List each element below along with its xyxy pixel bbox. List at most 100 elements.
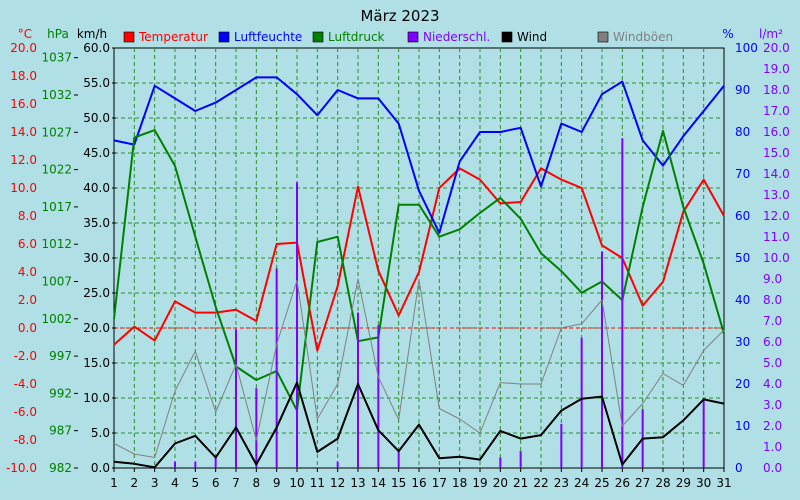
- x-tick-label: 14: [371, 476, 386, 490]
- temperature-unit-label: °C: [18, 27, 32, 41]
- legend-swatch: [123, 31, 135, 43]
- wind-tick-label: 55.0: [83, 76, 110, 90]
- x-tick-label: 31: [716, 476, 731, 490]
- x-tick-label: 29: [676, 476, 691, 490]
- x-tick-label: 3: [151, 476, 159, 490]
- humidity-tick-label: 50: [735, 251, 750, 265]
- humidity-tick-label: 60: [735, 209, 750, 223]
- wind-tick-label: 5.0: [91, 426, 110, 440]
- x-tick-label: 22: [533, 476, 548, 490]
- wind-tick-label: 10.0: [83, 391, 110, 405]
- wind-tick-label: 50.0: [83, 111, 110, 125]
- humidity-tick-label: 90: [735, 83, 750, 97]
- x-tick-label: 23: [554, 476, 569, 490]
- precipitation-tick-label: 18.0: [763, 83, 790, 97]
- x-tick-label: 2: [131, 476, 139, 490]
- x-tick-label: 28: [655, 476, 670, 490]
- x-tick-label: 7: [232, 476, 240, 490]
- x-tick-label: 17: [432, 476, 447, 490]
- precipitation-bar: [235, 329, 237, 468]
- x-tick-label: 18: [452, 476, 467, 490]
- precipitation-bar: [377, 325, 380, 468]
- humidity-tick-label: 100: [735, 41, 758, 55]
- temperature-tick-label: 8.0: [18, 209, 37, 223]
- pressure-tick-label: 1012: [41, 237, 72, 251]
- temperature-tick-label: 16.0: [10, 97, 37, 111]
- precipitation-bar: [519, 451, 522, 468]
- precipitation-tick-label: 10.0: [763, 251, 790, 265]
- series-line-wind: [113, 381, 725, 469]
- temperature-tick-label: 2.0: [18, 293, 37, 307]
- x-tick-label: 12: [330, 476, 345, 490]
- x-tick-label: 1: [110, 476, 118, 490]
- humidity-unit-label: %: [722, 27, 733, 41]
- precipitation-bar: [499, 457, 502, 468]
- precipitation-tick-label: 16.0: [763, 125, 790, 139]
- precipitation-bar: [357, 312, 359, 468]
- x-tick-label: 24: [574, 476, 589, 490]
- x-tick-label: 10: [289, 476, 304, 490]
- temperature-tick-label: 0.0: [18, 321, 37, 335]
- legend-label: Temperatur: [138, 30, 208, 44]
- precipitation-tick-label: 2.0: [763, 419, 782, 433]
- x-tick-label: 5: [192, 476, 200, 490]
- legend-label: Windböen: [613, 30, 673, 44]
- precipitation-bar: [601, 251, 603, 468]
- series-line-humidity: [113, 76, 725, 234]
- x-tick-label: 27: [635, 476, 650, 490]
- legend-label: Wind: [517, 30, 547, 44]
- precipitation-tick-label: 9.0: [763, 272, 782, 286]
- pressure-tick-label: 1017: [41, 200, 72, 214]
- precipitation-tick-label: 20.0: [763, 41, 790, 55]
- legend-label: Luftdruck: [328, 30, 385, 44]
- precipitation-tick-label: 12.0: [763, 209, 790, 223]
- temperature-tick-label: -2.0: [14, 349, 37, 363]
- precipitation-tick-label: 7.0: [763, 314, 782, 328]
- pressure-tick-label: 1007: [41, 274, 72, 288]
- pressure-tick-label: 997: [49, 349, 72, 363]
- x-tick-label: 19: [472, 476, 487, 490]
- precipitation-tick-label: 6.0: [763, 335, 782, 349]
- pressure-tick-label: 1032: [41, 88, 72, 102]
- x-tick-label: 21: [513, 476, 528, 490]
- precipitation-tick-label: 4.0: [763, 377, 782, 391]
- precipitation-bar: [275, 268, 278, 468]
- legend-label: Niederschl.: [423, 30, 490, 44]
- temperature-tick-label: 6.0: [18, 237, 37, 251]
- pressure-unit-label: hPa: [47, 27, 69, 41]
- precipitation-tick-label: 0.0: [763, 461, 782, 475]
- x-tick-label: 6: [212, 476, 220, 490]
- temperature-tick-label: 12.0: [10, 153, 37, 167]
- x-tick-label: 8: [253, 476, 261, 490]
- wind-tick-label: 15.0: [83, 356, 110, 370]
- pressure-tick-label: 1037: [41, 51, 72, 65]
- legend-swatch: [407, 31, 419, 43]
- wind-tick-label: 45.0: [83, 146, 110, 160]
- precipitation-tick-label: 3.0: [763, 398, 782, 412]
- humidity-tick-label: 70: [735, 167, 750, 181]
- humidity-tick-label: 10: [735, 419, 750, 433]
- precipitation-tick-label: 11.0: [763, 230, 790, 244]
- x-tick-label: 4: [171, 476, 179, 490]
- precipitation-bar: [336, 461, 339, 468]
- temperature-tick-label: 4.0: [18, 265, 37, 279]
- x-tick-label: 20: [493, 476, 508, 490]
- series-line-wind: [113, 278, 725, 458]
- wind-tick-label: 20.0: [83, 321, 110, 335]
- pressure-tick-label: 982: [49, 461, 72, 475]
- wind-tick-label: 30.0: [83, 251, 110, 265]
- wind-tick-label: 0.0: [91, 461, 110, 475]
- precipitation-bar: [255, 388, 258, 468]
- precipitation-tick-label: 8.0: [763, 293, 782, 307]
- wind-tick-label: 60.0: [83, 41, 110, 55]
- pressure-tick-label: 987: [49, 424, 72, 438]
- humidity-tick-label: 20: [735, 377, 750, 391]
- precipitation-tick-label: 17.0: [763, 104, 790, 118]
- precipitation-tick-label: 1.0: [763, 440, 782, 454]
- x-tick-label: 9: [273, 476, 281, 490]
- precipitation-bar: [580, 337, 583, 468]
- precipitation-bar: [174, 461, 176, 468]
- humidity-tick-label: 0: [735, 461, 743, 475]
- precipitation-bar: [194, 461, 197, 468]
